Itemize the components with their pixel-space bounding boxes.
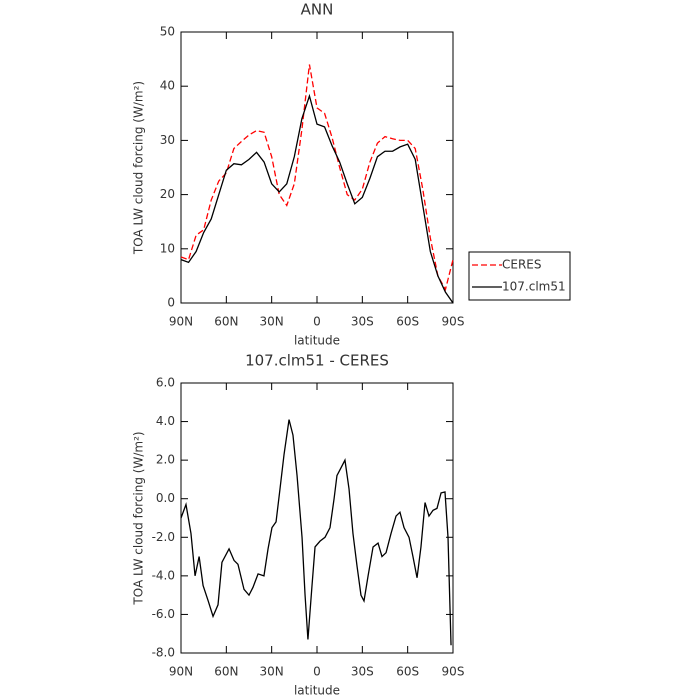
- x-tick-label: 90N: [169, 315, 193, 329]
- x-tick-label: 60N: [214, 315, 238, 329]
- y-tick-label: 6.0: [156, 376, 175, 390]
- y-tick-label: 40: [160, 79, 175, 93]
- x-tick-label: 60N: [214, 665, 238, 679]
- chart-title: ANN: [301, 1, 334, 19]
- x-axis-label: latitude: [294, 334, 340, 348]
- x-tick-label: 0: [313, 315, 321, 329]
- y-tick-label: 2.0: [156, 453, 175, 467]
- x-tick-label: 30S: [351, 665, 374, 679]
- y-axis-label: TOA LW cloud forcing (W/m²): [132, 81, 146, 255]
- legend-label: 107.clm51: [502, 280, 566, 294]
- y-tick-label: 10: [160, 241, 175, 255]
- x-tick-label: 30N: [260, 665, 284, 679]
- x-tick-label: 60S: [396, 315, 419, 329]
- plot-frame: [180, 382, 454, 654]
- x-tick-label: 0: [313, 665, 321, 679]
- x-tick-label: 30N: [260, 315, 284, 329]
- y-tick-label: 30: [160, 133, 175, 147]
- y-tick-label: -8.0: [152, 646, 175, 660]
- y-tick-label: 0.0: [156, 491, 175, 505]
- x-tick-label: 90S: [442, 315, 465, 329]
- y-tick-label: -6.0: [152, 607, 175, 621]
- x-tick-label: 30S: [351, 315, 374, 329]
- legend-box: [468, 251, 571, 301]
- x-tick-label: 90S: [442, 665, 465, 679]
- data-line: [180, 93, 454, 304]
- y-tick-label: -2.0: [152, 530, 175, 544]
- y-tick-label: 4.0: [156, 414, 175, 428]
- x-tick-label: 90N: [169, 665, 193, 679]
- y-tick-label: 20: [160, 187, 175, 201]
- legend-label: CERES: [502, 258, 542, 272]
- x-axis-label: latitude: [294, 684, 340, 698]
- y-tick-label: 0: [167, 296, 175, 310]
- data-line: [180, 64, 454, 292]
- x-tick-label: 60S: [396, 665, 419, 679]
- plot-frame: [180, 31, 454, 304]
- y-axis-label: TOA LW cloud forcing (W/m²): [132, 431, 146, 605]
- data-line: [180, 419, 452, 646]
- y-tick-label: -4.0: [152, 568, 175, 582]
- y-tick-label: 50: [160, 25, 175, 39]
- chart-title: 107.clm51 - CERES: [245, 352, 389, 370]
